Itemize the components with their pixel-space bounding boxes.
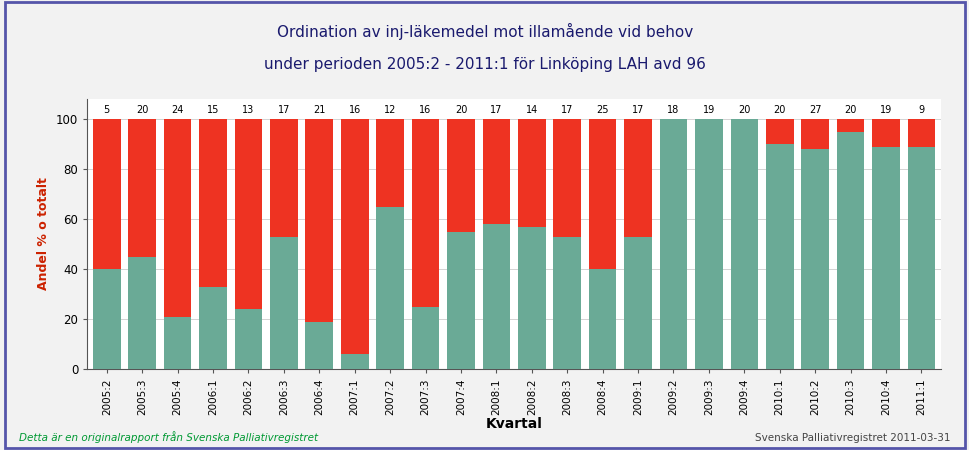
Bar bbox=[659, 119, 687, 369]
Text: 20: 20 bbox=[844, 105, 856, 115]
Text: 5: 5 bbox=[104, 105, 109, 115]
Bar bbox=[836, 119, 863, 131]
Bar bbox=[800, 119, 828, 149]
Text: 24: 24 bbox=[172, 105, 183, 115]
Bar bbox=[907, 147, 934, 369]
Bar bbox=[93, 119, 120, 269]
Bar bbox=[766, 119, 793, 144]
Bar bbox=[340, 119, 368, 354]
Text: Ordination av inj-läkemedel mot illamående vid behov: Ordination av inj-läkemedel mot illamåen… bbox=[276, 23, 693, 40]
Bar bbox=[907, 119, 934, 147]
Text: under perioden 2005:2 - 2011:1 för Linköping LAH avd 96: under perioden 2005:2 - 2011:1 för Linkö… bbox=[264, 57, 705, 72]
Text: 9: 9 bbox=[918, 105, 923, 115]
Bar bbox=[871, 147, 899, 369]
Bar bbox=[93, 269, 120, 369]
Text: Detta är en originalrapport från Svenska Palliativregistret: Detta är en originalrapport från Svenska… bbox=[19, 432, 318, 443]
Bar bbox=[624, 119, 651, 237]
Text: 20: 20 bbox=[454, 105, 467, 115]
Text: 17: 17 bbox=[560, 105, 573, 115]
Bar bbox=[164, 316, 191, 369]
Bar bbox=[199, 119, 227, 287]
Bar bbox=[624, 237, 651, 369]
Text: 20: 20 bbox=[737, 105, 750, 115]
Bar bbox=[411, 119, 439, 306]
Bar bbox=[269, 237, 297, 369]
Bar bbox=[483, 224, 510, 369]
Bar bbox=[411, 306, 439, 369]
Bar bbox=[340, 354, 368, 369]
Text: 17: 17 bbox=[277, 105, 290, 115]
Bar bbox=[447, 119, 474, 231]
Bar bbox=[305, 119, 332, 321]
Bar bbox=[588, 269, 616, 369]
Bar bbox=[199, 287, 227, 369]
Text: 25: 25 bbox=[596, 105, 609, 115]
Bar bbox=[164, 119, 191, 316]
Bar bbox=[695, 119, 722, 369]
Text: 13: 13 bbox=[242, 105, 254, 115]
Bar bbox=[517, 119, 545, 226]
Bar bbox=[553, 237, 580, 369]
Text: 12: 12 bbox=[384, 105, 396, 115]
Bar bbox=[447, 231, 474, 369]
Bar bbox=[730, 119, 758, 369]
Text: 14: 14 bbox=[525, 105, 538, 115]
Text: 17: 17 bbox=[489, 105, 502, 115]
Text: 20: 20 bbox=[772, 105, 785, 115]
Text: 15: 15 bbox=[206, 105, 219, 115]
Text: 18: 18 bbox=[667, 105, 679, 115]
Bar bbox=[483, 119, 510, 224]
Bar bbox=[836, 131, 863, 369]
Bar bbox=[234, 119, 262, 309]
Text: 17: 17 bbox=[631, 105, 643, 115]
Text: 16: 16 bbox=[419, 105, 431, 115]
Text: Svenska Palliativregistret 2011-03-31: Svenska Palliativregistret 2011-03-31 bbox=[754, 433, 950, 443]
Bar bbox=[517, 226, 545, 369]
Bar bbox=[766, 144, 793, 369]
Bar bbox=[871, 119, 899, 147]
Y-axis label: Andel % o totalt: Andel % o totalt bbox=[38, 178, 50, 290]
Bar bbox=[128, 119, 156, 256]
Bar bbox=[376, 207, 403, 369]
Bar bbox=[305, 321, 332, 369]
Text: 20: 20 bbox=[136, 105, 148, 115]
Bar bbox=[553, 119, 580, 237]
Text: 19: 19 bbox=[879, 105, 891, 115]
Bar bbox=[128, 256, 156, 369]
Text: 19: 19 bbox=[703, 105, 714, 115]
Text: 16: 16 bbox=[348, 105, 360, 115]
Text: 27: 27 bbox=[808, 105, 821, 115]
Bar bbox=[376, 119, 403, 207]
Bar bbox=[269, 119, 297, 237]
Text: 21: 21 bbox=[313, 105, 326, 115]
Bar bbox=[800, 149, 828, 369]
Bar bbox=[588, 119, 616, 269]
X-axis label: Kvartal: Kvartal bbox=[485, 418, 542, 432]
Bar bbox=[234, 309, 262, 369]
